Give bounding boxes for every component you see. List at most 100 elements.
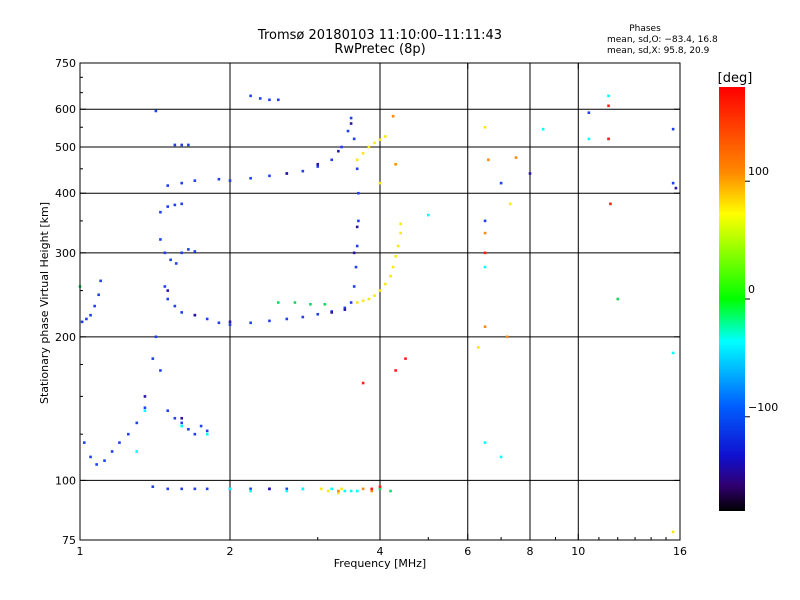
data-point-s0-14 — [143, 406, 147, 410]
data-point-s4-8 — [394, 255, 397, 258]
data-point-s0-6 — [82, 441, 86, 444]
data-point-s0-73 — [173, 143, 177, 147]
data-point-s0-19 — [173, 416, 177, 420]
grid-lines — [80, 63, 680, 540]
data-point-s0-63 — [316, 165, 320, 168]
data-point-s0-34 — [187, 248, 190, 251]
data-point-s0-16 — [154, 335, 158, 339]
data-point-s3-7 — [616, 297, 620, 301]
data-point-s0-27 — [173, 203, 177, 207]
data-point-s3-0 — [276, 301, 280, 304]
data-point-s1-5 — [337, 149, 340, 153]
data-point-s3-1 — [293, 301, 297, 304]
y-axis-label: Stationary phase Virtual Height [km] — [38, 202, 51, 404]
data-point-s5-7 — [483, 325, 487, 329]
data-point-s3-2 — [309, 302, 312, 306]
data-point-s0-94 — [483, 219, 487, 223]
data-point-s0-59 — [349, 116, 353, 120]
data-point-s4-25 — [671, 530, 675, 534]
colorbar-ticks: 100 0 −100 — [745, 165, 778, 418]
data-point-s0-82 — [249, 487, 252, 491]
data-point-s0-92 — [671, 181, 675, 185]
data-point-s0-62 — [330, 158, 334, 162]
data-point-s0-3 — [93, 304, 96, 308]
data-point-s0-1 — [85, 317, 88, 321]
colorbar-tick-label-1: 0 — [748, 283, 755, 296]
data-point-s4-6 — [389, 274, 392, 278]
x-tick-label-6: 16 — [673, 545, 687, 558]
data-point-s0-60 — [346, 129, 350, 133]
data-point-s0-79 — [193, 487, 197, 491]
data-point-s0-57 — [355, 167, 359, 171]
data-point-s0-76 — [151, 485, 155, 489]
legend-x-stats: mean, sd,X: 95.8, 20.9 — [607, 46, 710, 56]
data-point-s0-87 — [258, 97, 262, 100]
data-point-s0-11 — [118, 441, 121, 444]
data-point-s0-33 — [180, 251, 184, 255]
data-point-s2-18 — [671, 351, 675, 355]
data-point-s1-13 — [268, 487, 271, 491]
data-point-s1-6 — [349, 122, 353, 125]
data-point-s0-36 — [163, 285, 167, 288]
y-tick-label-1: 100 — [55, 474, 76, 487]
y-tick-label-3: 300 — [55, 247, 76, 260]
data-point-s0-45 — [268, 319, 271, 323]
data-point-s0-24 — [205, 429, 209, 433]
data-point-s0-67 — [249, 176, 252, 180]
data-point-s0-12 — [126, 432, 130, 436]
data-point-s2-17 — [499, 455, 503, 459]
data-point-s1-4 — [316, 162, 320, 166]
legend-o-stats: mean, sd,O: −83.4, 16.8 — [607, 35, 718, 45]
data-point-s1-9 — [343, 308, 347, 311]
x-axis-label: Frequency [MHz] — [334, 557, 426, 570]
data-point-s4-24 — [508, 202, 512, 206]
data-point-s1-2 — [228, 320, 232, 324]
data-point-s2-6 — [285, 489, 289, 493]
data-point-s0-7 — [89, 455, 92, 459]
data-point-s2-16 — [483, 441, 487, 444]
data-point-s0-42 — [217, 321, 221, 325]
data-point-s4-9 — [396, 244, 400, 248]
data-point-s4-11 — [399, 222, 402, 226]
data-point-s4-27 — [355, 158, 359, 162]
data-point-s0-28 — [180, 202, 184, 206]
data-point-s0-93 — [587, 111, 591, 115]
data-point-s3-3 — [323, 302, 327, 306]
data-point-s4-20 — [337, 491, 340, 495]
data-point-s5-6 — [483, 231, 487, 235]
data-point-s4-19 — [327, 489, 330, 493]
data-point-s0-0 — [80, 320, 84, 324]
data-point-s1-0 — [166, 289, 170, 292]
data-point-s5-3 — [361, 487, 365, 491]
data-point-s1-15 — [528, 172, 532, 175]
x-tick-label-0: 1 — [77, 545, 84, 558]
data-point-s6-0 — [361, 381, 365, 385]
data-point-s0-51 — [349, 301, 353, 304]
data-point-s5-2 — [370, 489, 374, 493]
data-point-s4-21 — [340, 487, 343, 491]
data-point-s0-52 — [352, 285, 356, 288]
data-point-s0-54 — [355, 244, 359, 248]
colorbar-label: [deg] — [718, 71, 753, 86]
data-point-s2-0 — [143, 409, 147, 412]
data-point-s0-30 — [163, 251, 167, 255]
data-point-s0-75 — [187, 143, 190, 147]
data-point-s0-8 — [95, 463, 98, 466]
data-point-s0-43 — [228, 323, 232, 327]
data-point-s4-2 — [367, 297, 371, 301]
data-point-s3-4 — [378, 487, 382, 491]
data-point-s5-0 — [391, 114, 395, 118]
data-point-s2-1 — [135, 450, 139, 453]
data-point-s4-15 — [373, 141, 376, 145]
chart-title: Tromsø 20180103 11:10:00–11:11:43 — [257, 28, 502, 43]
data-point-s0-2 — [89, 313, 92, 317]
data-point-s0-80 — [205, 487, 209, 491]
data-point-s0-26 — [166, 205, 170, 208]
data-point-s3-5 — [389, 489, 392, 493]
data-point-s0-61 — [340, 145, 343, 149]
legend-title: Phases — [629, 24, 661, 34]
data-point-s2-11 — [355, 489, 359, 493]
data-point-s1-8 — [355, 225, 359, 229]
data-point-s0-21 — [187, 427, 190, 431]
